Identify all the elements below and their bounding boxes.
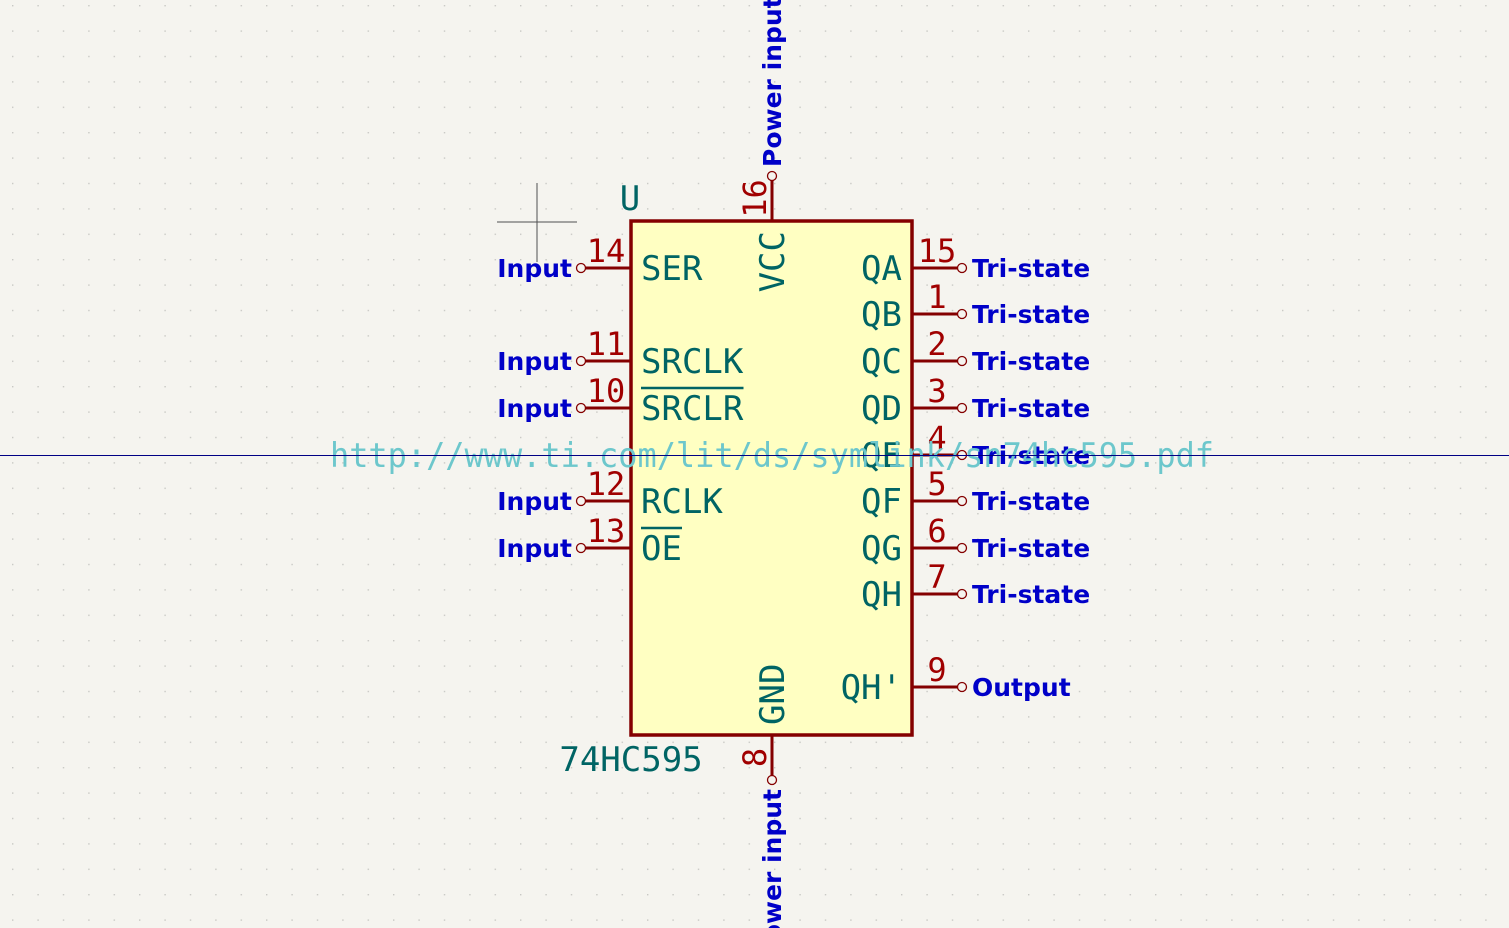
pin-electrical-type: Output xyxy=(972,673,1071,702)
pin-name: SRCLK xyxy=(641,342,744,382)
pin-connection-point[interactable] xyxy=(956,402,968,414)
pin-number: 12 xyxy=(587,465,626,503)
pin-name: GND xyxy=(753,664,793,725)
pin-number: 13 xyxy=(587,512,626,550)
pin-qc[interactable]: 2 QC Tri-state xyxy=(861,325,1090,382)
pin-qh[interactable]: 7 QH Tri-state xyxy=(861,558,1090,615)
pin-name: SRCLR xyxy=(641,389,744,429)
pin-connection-point[interactable] xyxy=(956,308,968,320)
pin-name: RCLK xyxy=(641,482,723,522)
pin-electrical-type: Power input xyxy=(758,789,787,928)
pin-name: QC xyxy=(861,342,902,382)
pin-name: QD xyxy=(861,389,902,429)
pin-vcc[interactable]: 16 VCC Power input xyxy=(736,0,793,292)
pin-connection-point[interactable] xyxy=(575,495,587,507)
pin-electrical-type: Tri-state xyxy=(972,487,1090,516)
pin-electrical-type: Input xyxy=(497,394,572,423)
pin-electrical-type: Input xyxy=(497,487,572,516)
pin-number: 4 xyxy=(927,419,946,457)
pin-electrical-type: Tri-state xyxy=(972,300,1090,329)
pin-oe[interactable]: 13 OE Input xyxy=(497,512,682,569)
pin-number: 16 xyxy=(736,179,774,218)
pin-number: 15 xyxy=(918,232,957,270)
pin-number: 14 xyxy=(587,232,626,270)
pin-qh[interactable]: 9 QH' Output xyxy=(841,651,1071,708)
pin-electrical-type: Tri-state xyxy=(972,580,1090,609)
pin-name: QH' xyxy=(841,668,902,708)
pin-gnd[interactable]: 8 GND Power input xyxy=(736,664,793,928)
pin-electrical-type: Input xyxy=(497,534,572,563)
pin-srclr[interactable]: 10 SRCLR Input xyxy=(497,372,744,429)
pin-qd[interactable]: 3 QD Tri-state xyxy=(861,372,1090,429)
pin-number: 8 xyxy=(736,748,774,767)
pin-name: OE xyxy=(641,529,682,569)
pin-number: 5 xyxy=(927,465,946,503)
pin-connection-point[interactable] xyxy=(575,402,587,414)
pin-connection-point[interactable] xyxy=(766,170,778,182)
pin-electrical-type: Tri-state xyxy=(972,394,1090,423)
pin-number: 6 xyxy=(927,512,946,550)
pin-connection-point[interactable] xyxy=(956,681,968,693)
pin-electrical-type: Input xyxy=(497,347,572,376)
pin-electrical-type: Input xyxy=(497,254,572,283)
pin-connection-point[interactable] xyxy=(575,542,587,554)
value-field[interactable]: 74HC595 xyxy=(559,740,702,780)
pin-name: QA xyxy=(861,249,902,289)
pin-number: 9 xyxy=(927,651,946,689)
cursor-marker xyxy=(497,183,577,262)
pin-name: VCC xyxy=(753,231,793,292)
pin-number: 3 xyxy=(927,372,946,410)
pin-qb[interactable]: 1 QB Tri-state xyxy=(861,278,1090,335)
pin-name: QB xyxy=(861,295,902,335)
pin-connection-point[interactable] xyxy=(766,774,778,786)
pin-electrical-type: Tri-state xyxy=(972,347,1090,376)
pin-electrical-type: Tri-state xyxy=(972,534,1090,563)
pin-rclk[interactable]: 12 RCLK Input xyxy=(497,465,723,522)
reference-designator[interactable]: U xyxy=(620,179,640,219)
pin-qf[interactable]: 5 QF Tri-state xyxy=(861,465,1090,522)
pin-number: 11 xyxy=(587,325,626,363)
pin-connection-point[interactable] xyxy=(575,355,587,367)
pin-number: 1 xyxy=(927,278,946,316)
pin-name: SER xyxy=(641,249,703,289)
pin-qa[interactable]: 15 QA Tri-state xyxy=(861,232,1090,289)
pin-ser[interactable]: 14 SER Input xyxy=(497,232,703,289)
pin-number: 10 xyxy=(587,372,626,410)
pin-connection-point[interactable] xyxy=(956,588,968,600)
pin-srclk[interactable]: 11 SRCLK Input xyxy=(497,325,744,382)
pin-number: 7 xyxy=(927,558,946,596)
pin-connection-point[interactable] xyxy=(956,542,968,554)
pin-number: 2 xyxy=(927,325,946,363)
pin-connection-point[interactable] xyxy=(956,262,968,274)
pin-electrical-type: Power input xyxy=(758,0,787,167)
pin-electrical-type: Tri-state xyxy=(972,254,1090,283)
pin-name: QH xyxy=(861,575,902,615)
pin-name: QG xyxy=(861,529,902,569)
pin-connection-point[interactable] xyxy=(956,355,968,367)
pin-connection-point[interactable] xyxy=(956,495,968,507)
pin-name: QF xyxy=(861,482,902,522)
pin-qg[interactable]: 6 QG Tri-state xyxy=(861,512,1090,569)
pin-connection-point[interactable] xyxy=(575,262,587,274)
